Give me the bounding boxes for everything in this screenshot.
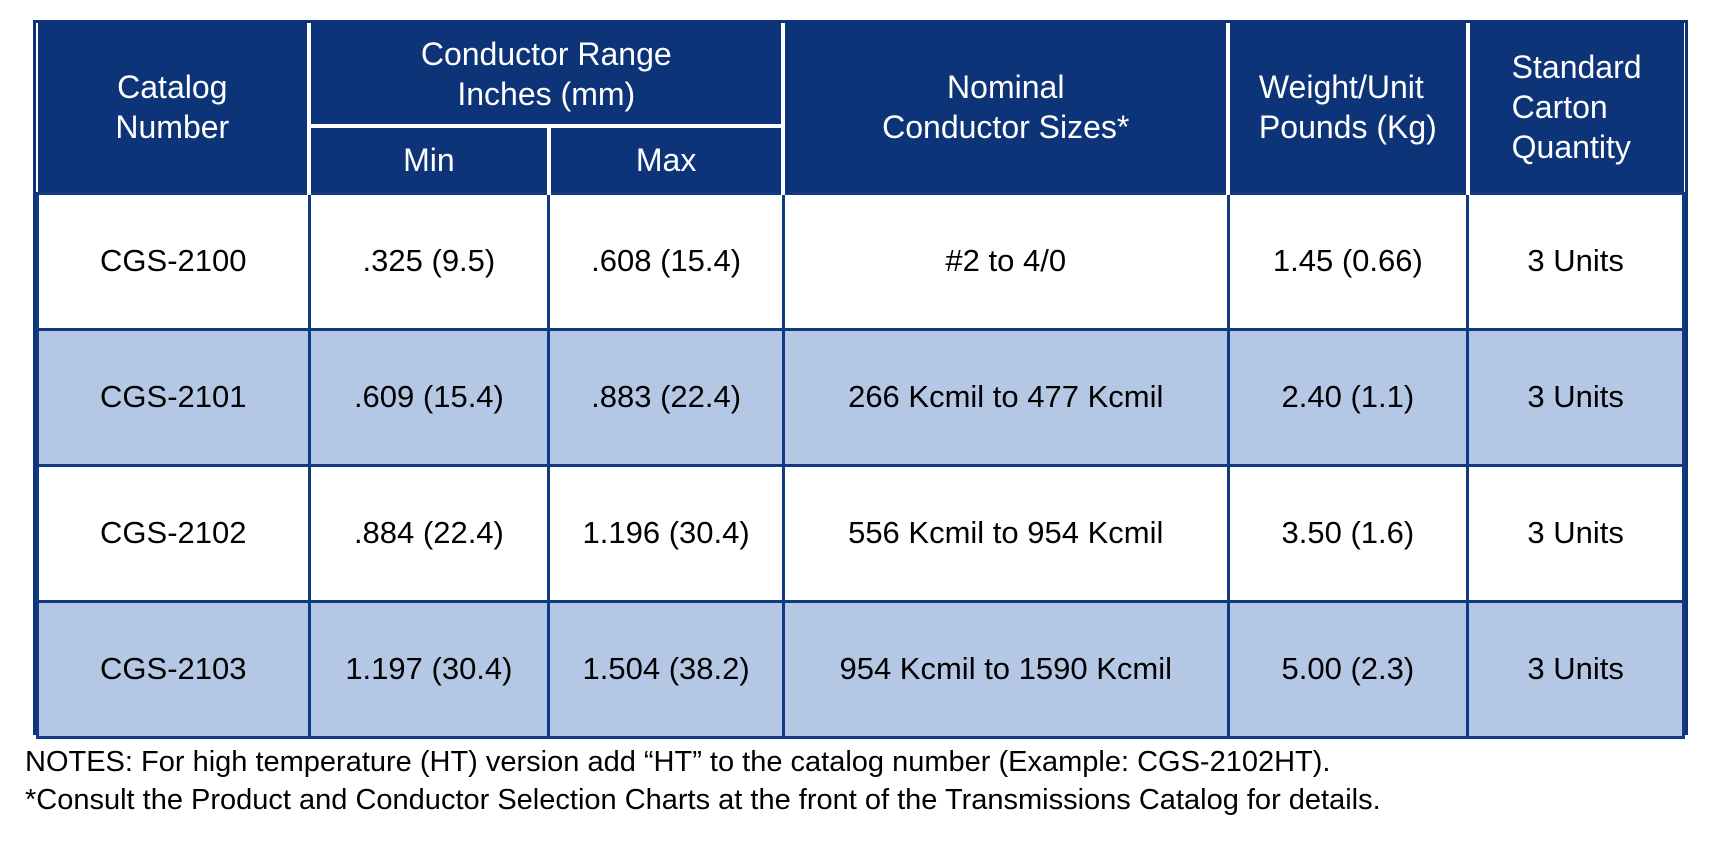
header-standard-carton-quantity: Standard Carton Quantity bbox=[1467, 23, 1684, 193]
cell-catalog-number: CGS-2100 bbox=[36, 191, 311, 331]
cell-range-max: 1.196 (30.4) bbox=[547, 463, 785, 603]
header-max: Max bbox=[548, 126, 786, 193]
cell-carton-quantity: 3 Units bbox=[1466, 191, 1685, 331]
cell-carton-quantity: 3 Units bbox=[1466, 327, 1685, 467]
cell-catalog-number: CGS-2101 bbox=[36, 327, 311, 467]
cell-range-max: .608 (15.4) bbox=[547, 191, 785, 331]
footnotes: NOTES: For high temperature (HT) version… bbox=[25, 743, 1705, 819]
cell-carton-quantity: 3 Units bbox=[1466, 599, 1685, 739]
cell-weight: 5.00 (2.3) bbox=[1226, 599, 1470, 739]
cell-weight: 3.50 (1.6) bbox=[1226, 463, 1470, 603]
cell-range-min: 1.197 (30.4) bbox=[307, 599, 551, 739]
header-nominal-conductor-sizes: Nominal Conductor Sizes* bbox=[783, 23, 1231, 193]
footnote-selection-charts: *Consult the Product and Conductor Selec… bbox=[25, 784, 1381, 816]
cell-nominal-sizes: 266 Kcmil to 477 Kcmil bbox=[781, 327, 1230, 467]
footnote-ht-version: NOTES: For high temperature (HT) version… bbox=[25, 746, 1331, 778]
cell-range-max: .883 (22.4) bbox=[547, 327, 785, 467]
header-catalog-number: Catalog Number bbox=[37, 23, 312, 193]
cell-weight: 1.45 (0.66) bbox=[1226, 191, 1470, 331]
cell-range-min: .325 (9.5) bbox=[307, 191, 551, 331]
cell-range-min: .609 (15.4) bbox=[307, 327, 551, 467]
product-spec-table: Catalog Number Conductor Range Inches (m… bbox=[36, 23, 1685, 739]
header-min: Min bbox=[309, 126, 551, 193]
cell-nominal-sizes: 556 Kcmil to 954 Kcmil bbox=[781, 463, 1230, 603]
table-row-cgs-2101: CGS-2101 .609 (15.4) .883 (22.4) 266 Kcm… bbox=[36, 327, 1685, 467]
table-row-cgs-2100: CGS-2100 .325 (9.5) .608 (15.4) #2 to 4/… bbox=[36, 191, 1685, 331]
cell-nominal-sizes: 954 Kcmil to 1590 Kcmil bbox=[781, 599, 1230, 739]
cell-weight: 2.40 (1.1) bbox=[1226, 327, 1470, 467]
product-spec-table-wrap: Catalog Number Conductor Range Inches (m… bbox=[33, 20, 1688, 739]
cell-catalog-number: CGS-2102 bbox=[36, 463, 311, 603]
header-weight-per-unit-label: Weight/Unit Pounds (Kg) bbox=[1258, 69, 1437, 146]
table-row-cgs-2103: CGS-2103 1.197 (30.4) 1.504 (38.2) 954 K… bbox=[36, 599, 1685, 739]
cell-carton-quantity: 3 Units bbox=[1466, 463, 1685, 603]
header-conductor-range-group: Conductor Range Inches (mm) bbox=[309, 23, 786, 128]
header-weight-per-unit: Weight/Unit Pounds (Kg) bbox=[1228, 23, 1470, 193]
cell-nominal-sizes: #2 to 4/0 bbox=[781, 191, 1230, 331]
header-standard-carton-quantity-label: Standard Carton Quantity bbox=[1511, 49, 1642, 166]
cell-range-min: .884 (22.4) bbox=[307, 463, 551, 603]
table-row-cgs-2102: CGS-2102 .884 (22.4) 1.196 (30.4) 556 Kc… bbox=[36, 463, 1685, 603]
cell-range-max: 1.504 (38.2) bbox=[547, 599, 785, 739]
cell-catalog-number: CGS-2103 bbox=[36, 599, 311, 739]
